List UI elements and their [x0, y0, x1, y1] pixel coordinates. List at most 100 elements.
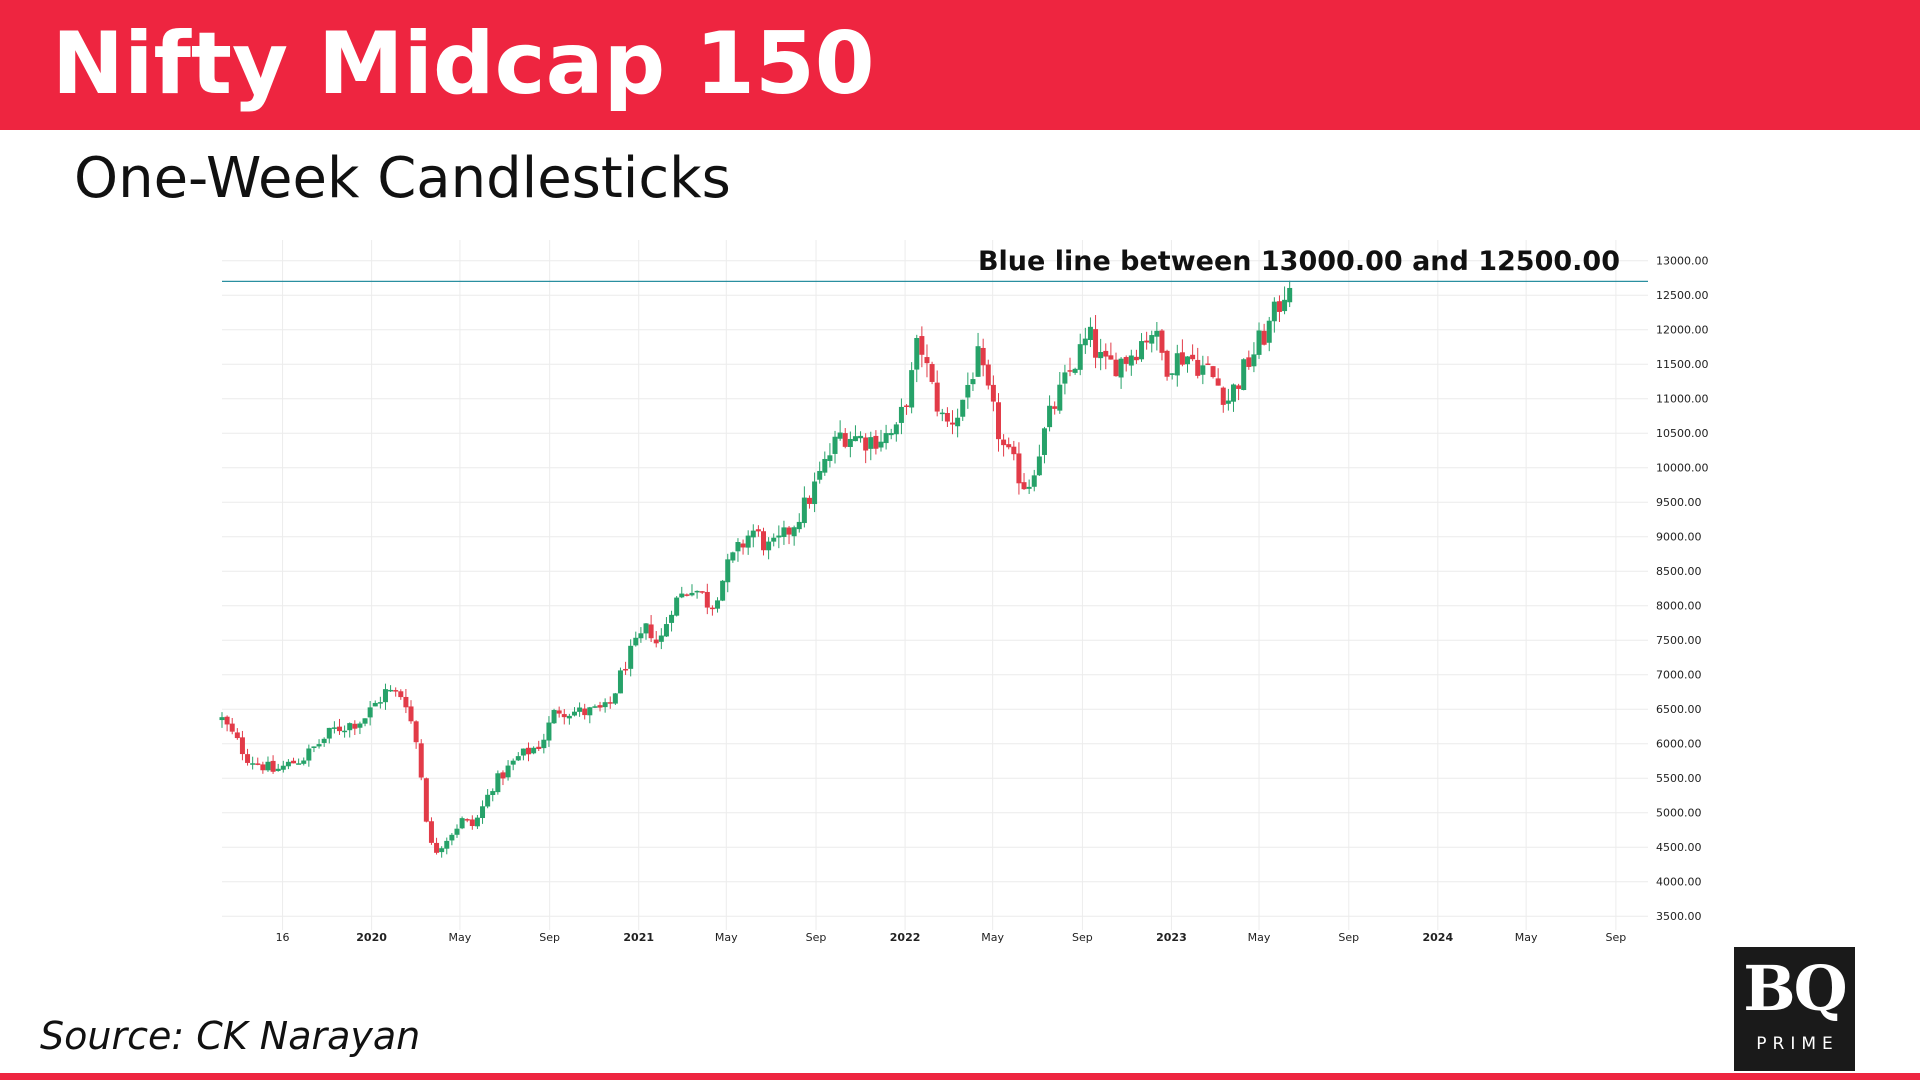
candle-body: [1031, 475, 1037, 487]
candle-body: [413, 721, 419, 743]
candle-body: [291, 760, 297, 764]
candle-body: [679, 593, 685, 598]
candle-body: [449, 834, 455, 841]
candle-body: [975, 346, 981, 377]
candle-body: [1001, 439, 1007, 446]
candle-body: [832, 436, 838, 454]
logo-prime-text: PRIME: [1756, 1034, 1839, 1054]
candle-body: [500, 772, 506, 779]
candle-body: [893, 424, 899, 435]
candle-body: [888, 433, 894, 436]
candle-body: [985, 364, 991, 386]
candle-body: [745, 535, 751, 548]
candle-body: [1041, 428, 1047, 455]
candle-body: [1251, 354, 1257, 367]
candle-body: [924, 357, 930, 364]
candle-body: [919, 336, 925, 355]
candle-body: [939, 412, 945, 415]
candle-body: [858, 435, 864, 439]
candle-body: [275, 768, 281, 771]
candle-body: [219, 717, 225, 721]
candle-body: [474, 817, 480, 827]
candle-body: [270, 760, 276, 772]
x-tick-label: 2023: [1156, 931, 1187, 944]
candle-body: [709, 607, 715, 610]
candle-body: [607, 702, 613, 704]
candle-body: [1159, 330, 1165, 353]
candle-body: [515, 756, 521, 761]
candle-body: [1241, 359, 1247, 391]
candle-body: [1205, 363, 1211, 366]
candle-body: [806, 497, 812, 504]
y-tick-label: 12500.00: [1656, 289, 1709, 302]
candle-body: [480, 806, 486, 819]
candle-body: [602, 702, 608, 708]
candle-body: [735, 541, 741, 552]
candle-body: [582, 708, 588, 716]
candle-body: [970, 379, 976, 385]
candle-body: [1093, 329, 1099, 358]
candle-body: [909, 370, 915, 408]
candle-body: [260, 764, 266, 771]
candle-body: [995, 402, 1001, 440]
candle-body: [1261, 330, 1267, 345]
candle-body: [1077, 344, 1083, 370]
candle-body: [1271, 301, 1277, 322]
candle-body: [1282, 299, 1288, 312]
candle-body: [1123, 357, 1129, 364]
candle-body: [801, 497, 807, 524]
candle-body: [720, 580, 726, 601]
candle-body: [623, 668, 629, 671]
candle-body: [377, 702, 383, 704]
y-tick-label: 3500.00: [1656, 910, 1702, 923]
x-tick-label: Sep: [1072, 931, 1093, 944]
candle-body: [1103, 350, 1109, 357]
candle-body: [510, 760, 516, 765]
candle-body: [1179, 352, 1185, 365]
candle-body: [388, 689, 394, 692]
candle-body: [239, 737, 245, 755]
candle-body: [444, 840, 450, 849]
candle-body: [1118, 358, 1124, 378]
candle-body: [1036, 456, 1042, 476]
y-tick-label: 6500.00: [1656, 703, 1702, 716]
candle-body: [878, 441, 884, 448]
candle-body: [944, 412, 950, 422]
candle-body: [311, 746, 317, 748]
bottom-bar: [0, 1073, 1920, 1080]
candle-body: [234, 732, 240, 739]
candle-body: [306, 748, 312, 761]
candle-body: [531, 747, 537, 754]
x-tick-label: 2021: [623, 931, 654, 944]
candle-body: [817, 470, 823, 480]
candle-body: [617, 670, 623, 694]
candle-body: [730, 552, 736, 561]
candle-body: [597, 705, 603, 708]
candle-body: [1072, 368, 1078, 373]
candle-body: [1256, 330, 1262, 355]
candle-body: [1062, 372, 1068, 384]
candle-body: [357, 723, 363, 728]
candle-body: [464, 819, 470, 821]
y-tick-label: 7500.00: [1656, 634, 1702, 647]
candle-body: [873, 435, 879, 449]
candle-body: [822, 458, 828, 473]
candle-body: [408, 706, 414, 722]
candle-body: [1225, 400, 1231, 404]
y-tick-label: 11500.00: [1656, 358, 1709, 371]
candle-body: [1016, 453, 1022, 484]
candle-body: [669, 614, 675, 623]
candle-body: [1047, 405, 1053, 428]
x-tick-label: May: [449, 931, 472, 944]
candle-body: [393, 690, 399, 692]
candle-body: [633, 637, 639, 646]
x-tick-label: Sep: [1338, 931, 1359, 944]
candle-body: [1210, 366, 1216, 378]
candle-body: [367, 707, 373, 718]
candle-body: [1236, 385, 1242, 389]
candle-body: [454, 828, 460, 835]
bq-prime-logo: BQ PRIME: [1734, 947, 1855, 1071]
candle-body: [1098, 352, 1104, 359]
candle-body: [1287, 287, 1293, 303]
candle-body: [1021, 482, 1027, 490]
